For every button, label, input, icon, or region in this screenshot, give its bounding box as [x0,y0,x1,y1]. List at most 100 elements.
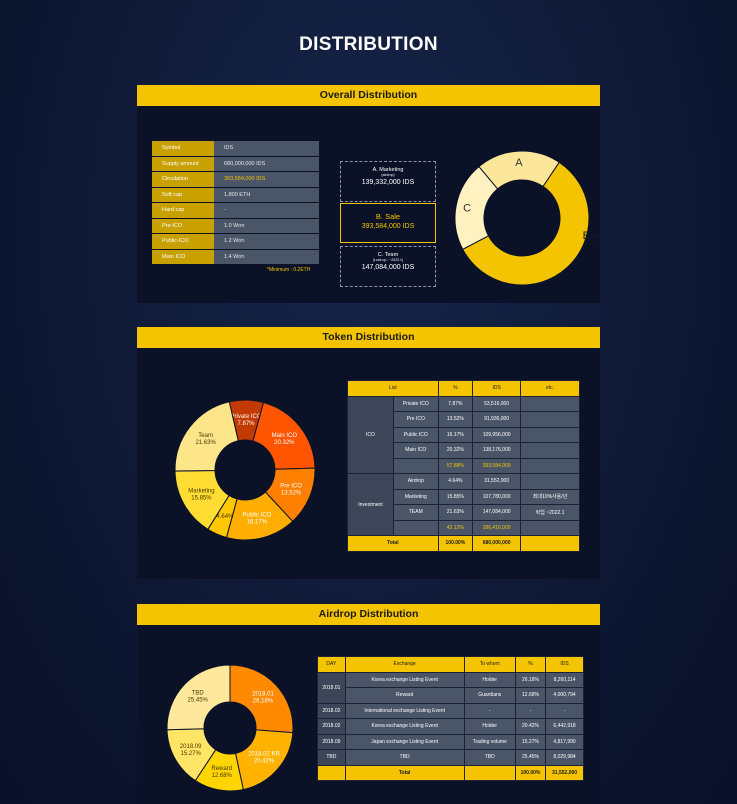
column-header: IDS [545,656,584,673]
group-cell: ICO [347,395,394,474]
table-row: 2018.02 Korea exchange Listing Event Holde… [317,718,584,735]
ids-cell: 109,956,000 [472,426,522,443]
table-row: 42.12% 286,416,000 [348,519,580,536]
spec-key: Hard cap [152,203,214,218]
spec-key: Main ICO [152,249,214,264]
ids-cell: 286,416,000 [472,519,522,536]
whom-cell: Trading volume [463,733,516,750]
item-cell [393,457,439,474]
donut-label-name: Reward [211,766,232,772]
donut-label-note: 3.9억 개 [585,240,601,247]
column-header: To whom [463,656,516,673]
exchange-cell: Reward [344,687,465,704]
ids-cell: 6,442,918 [545,718,584,735]
donut-label-value: 15.85% [191,496,212,502]
donut-label-name: TBD [192,691,205,697]
etc-cell: 락업 ~2022.1 [520,504,580,521]
ids-cell: 4,817,990 [545,733,584,750]
pct-cell: 7.87% [437,395,474,412]
spec-key: Symbol [152,141,214,156]
spec-value: 1.4 Won [214,249,319,264]
table-row: 2018.09 Japan exchange Listing Event Tradi… [317,733,584,750]
pct-cell: 20.32% [437,442,474,459]
whom-cell: Guardians [463,687,516,704]
token-distribution-header: Token Distribution [137,327,600,348]
pct-cell: 4.64% [437,473,474,490]
exchange-cell: Korea exchange Listing Event [344,671,465,688]
donut-label-name: Pre ICO [280,483,302,489]
ids-cell: 4,000,794 [545,687,584,704]
exchange-cell: International exchange Listing Event [344,702,465,719]
table-row: 2018.01 Korea exchange Listing Event Holde… [317,671,584,704]
pct-cell: 20.42% [514,718,547,735]
ids-cell: - [545,702,584,719]
token-spec-table: Symbol IDS Supply amount 680,000,000 IDS Cir… [152,140,319,265]
token-table: List% IDS etc. ICO Private ICO 7.87% 53,516,00… [347,380,580,552]
donut-label: A [515,157,523,169]
whom-cell: TBD [463,749,516,766]
table-row: TEAM 21.63% 147,084,000 락업 ~2022.1 [348,504,580,521]
donut-label-name: 2018.02 KR [248,752,280,758]
donut-label-name: Team [198,433,213,439]
spec-key: Circulation [152,172,214,187]
allocation-sub: (Lock up : ~2022.1) [372,258,404,262]
donut-label-value: 7.87% [238,421,256,427]
table-row: Public ICO 16.17% 109,956,000 [348,426,580,443]
donut-label-value: 20.42% [254,759,275,765]
ids-cell: 91,936,000 [472,411,522,428]
item-cell: Airdrop [393,473,439,490]
spec-key: Pre-ICO [152,218,214,233]
column-header: List [347,380,439,397]
total-ids: 31,552,000 [545,764,584,781]
spec-row: Hard cap - [152,203,319,218]
pct-cell: 42.12% [437,519,474,536]
token-body: Private ICO 7.87% Main ICO 20.32% Pre ICO 13.… [137,348,600,579]
pct-cell: 16.17% [437,426,474,443]
column-header: etc. [520,380,580,397]
spec-key: Supply amount [152,156,214,171]
column-header: % [437,380,474,397]
etc-cell [520,473,580,490]
etc-cell [520,395,580,412]
spec-value: 1.2 Won [214,234,319,249]
donut-label-value: 21.63% [195,440,216,446]
total-label: Total [344,764,465,781]
item-cell: Pre ICO [393,411,439,428]
day-cell: 2018.02 [317,718,346,735]
donut-label: C [463,202,471,214]
ids-cell: 393,584,000 [472,457,522,474]
pct-cell: 25.45% [514,749,547,766]
overall-distribution-section: Overall Distribution Symbol IDS Supply amo… [137,85,602,303]
total-label: Total [347,535,439,552]
ids-cell: 138,176,000 [472,442,522,459]
spec-value: 393,584,000 IDS [214,172,319,187]
pct-cell: - [514,702,547,719]
whom-cell: Holder [463,671,516,688]
pct-cell: 26.18% [514,671,547,688]
donut-label-value: 15.27% [181,751,202,757]
spec-row: Circulation 393,584,000 IDS [152,172,319,187]
etc-cell [520,426,580,443]
donut-label-value: 25.45% [188,698,209,704]
spec-row: Main ICO 1.4 Won [152,249,319,264]
token-distribution-section: Token Distribution Private ICO 7.87% Main … [137,327,600,579]
item-cell: Private ICO [393,395,439,412]
allocation-value: 393,584,000 IDS [361,223,415,230]
table-row: Main ICO 20.32% 138,176,000 [348,442,580,459]
exchange-cell: Korea exchange Listing Event [344,718,465,735]
table-row: Marketing 15.85% 107,780,000 최대10%사용/년 [348,488,580,505]
ids-cell: 53,516,000 [472,395,522,412]
table-row: 2018.02 International exchange Listing Ev… [317,702,584,719]
allocation-sub: (airdrop) [381,173,395,177]
day-cell: TBD [317,749,346,766]
spec-row: Public-ICO 1.2 Won [152,234,319,249]
column-header: Exchange [344,656,465,673]
allocation-value: 139,332,000 IDS [361,179,415,186]
pct-cell: 15.27% [514,733,547,750]
total-blank [317,764,346,781]
spec-row: Pre-ICO 1.0 Won [152,218,319,233]
minimum-note: *Minimum : 0.2ETH [267,267,311,273]
pct-cell: 57.88% [437,457,474,474]
donut-label-value: 16.17% [247,520,268,526]
pct-cell: 21.63% [437,504,474,521]
